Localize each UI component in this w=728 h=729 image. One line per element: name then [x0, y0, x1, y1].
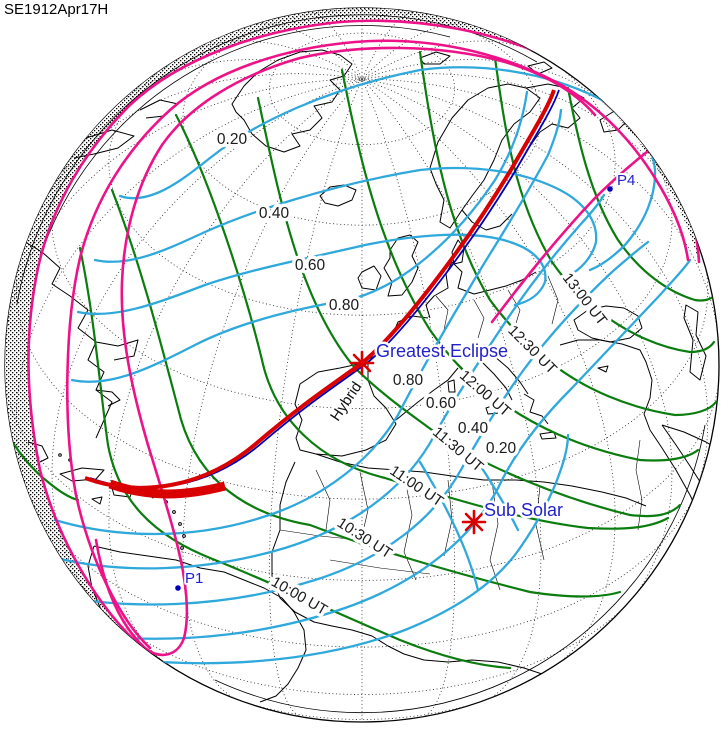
map-title: SE1912Apr17H: [4, 1, 108, 18]
magnitude-contour-curves: [33, 66, 692, 665]
p1-point: [175, 585, 181, 591]
magnitude-label-north-060: 0.60: [295, 257, 326, 274]
p4-label: P4: [617, 172, 635, 189]
time-contour-curves: [5, 50, 719, 670]
p4-point: [607, 186, 613, 192]
magnitude-label-south-040: 0.40: [458, 420, 489, 437]
greatest-eclipse-label: Greatest Eclipse: [376, 341, 508, 361]
magnitude-label-south-080: 0.80: [393, 372, 424, 389]
p1-label: P1: [185, 570, 203, 587]
central-path-sunrise-thick: [108, 479, 227, 499]
magnitude-label-north-040: 0.40: [259, 205, 290, 222]
magnitude-label-south-060: 0.60: [426, 395, 457, 412]
magnitude-label-north-080: 0.80: [329, 297, 360, 314]
limb-terminator-arcs: [16, 14, 706, 714]
sub-solar-marker: [461, 509, 487, 535]
sub-solar-label: Sub Solar: [484, 500, 563, 520]
magnitude-label-north-020: 0.20: [217, 131, 248, 148]
magnitude-label-south-020: 0.20: [486, 440, 517, 457]
greatest-eclipse-marker: [349, 350, 375, 376]
graticule-grid: [5, 8, 719, 722]
